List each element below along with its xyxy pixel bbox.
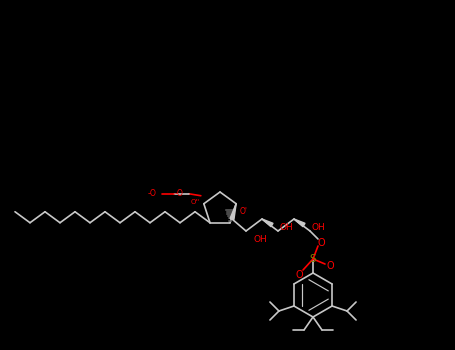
Text: O': O': [239, 207, 247, 216]
Polygon shape: [262, 219, 273, 227]
Text: S: S: [310, 254, 316, 264]
Text: OH: OH: [280, 223, 294, 231]
Text: O: O: [326, 261, 334, 271]
Polygon shape: [294, 219, 305, 227]
Text: O: O: [317, 238, 325, 248]
Text: -O: -O: [175, 189, 184, 198]
Text: O: O: [295, 270, 303, 280]
Text: -O: -O: [148, 189, 157, 198]
Text: OH: OH: [312, 223, 326, 231]
Text: O'': O'': [191, 199, 200, 205]
Text: OH: OH: [254, 234, 268, 244]
Polygon shape: [230, 204, 236, 219]
